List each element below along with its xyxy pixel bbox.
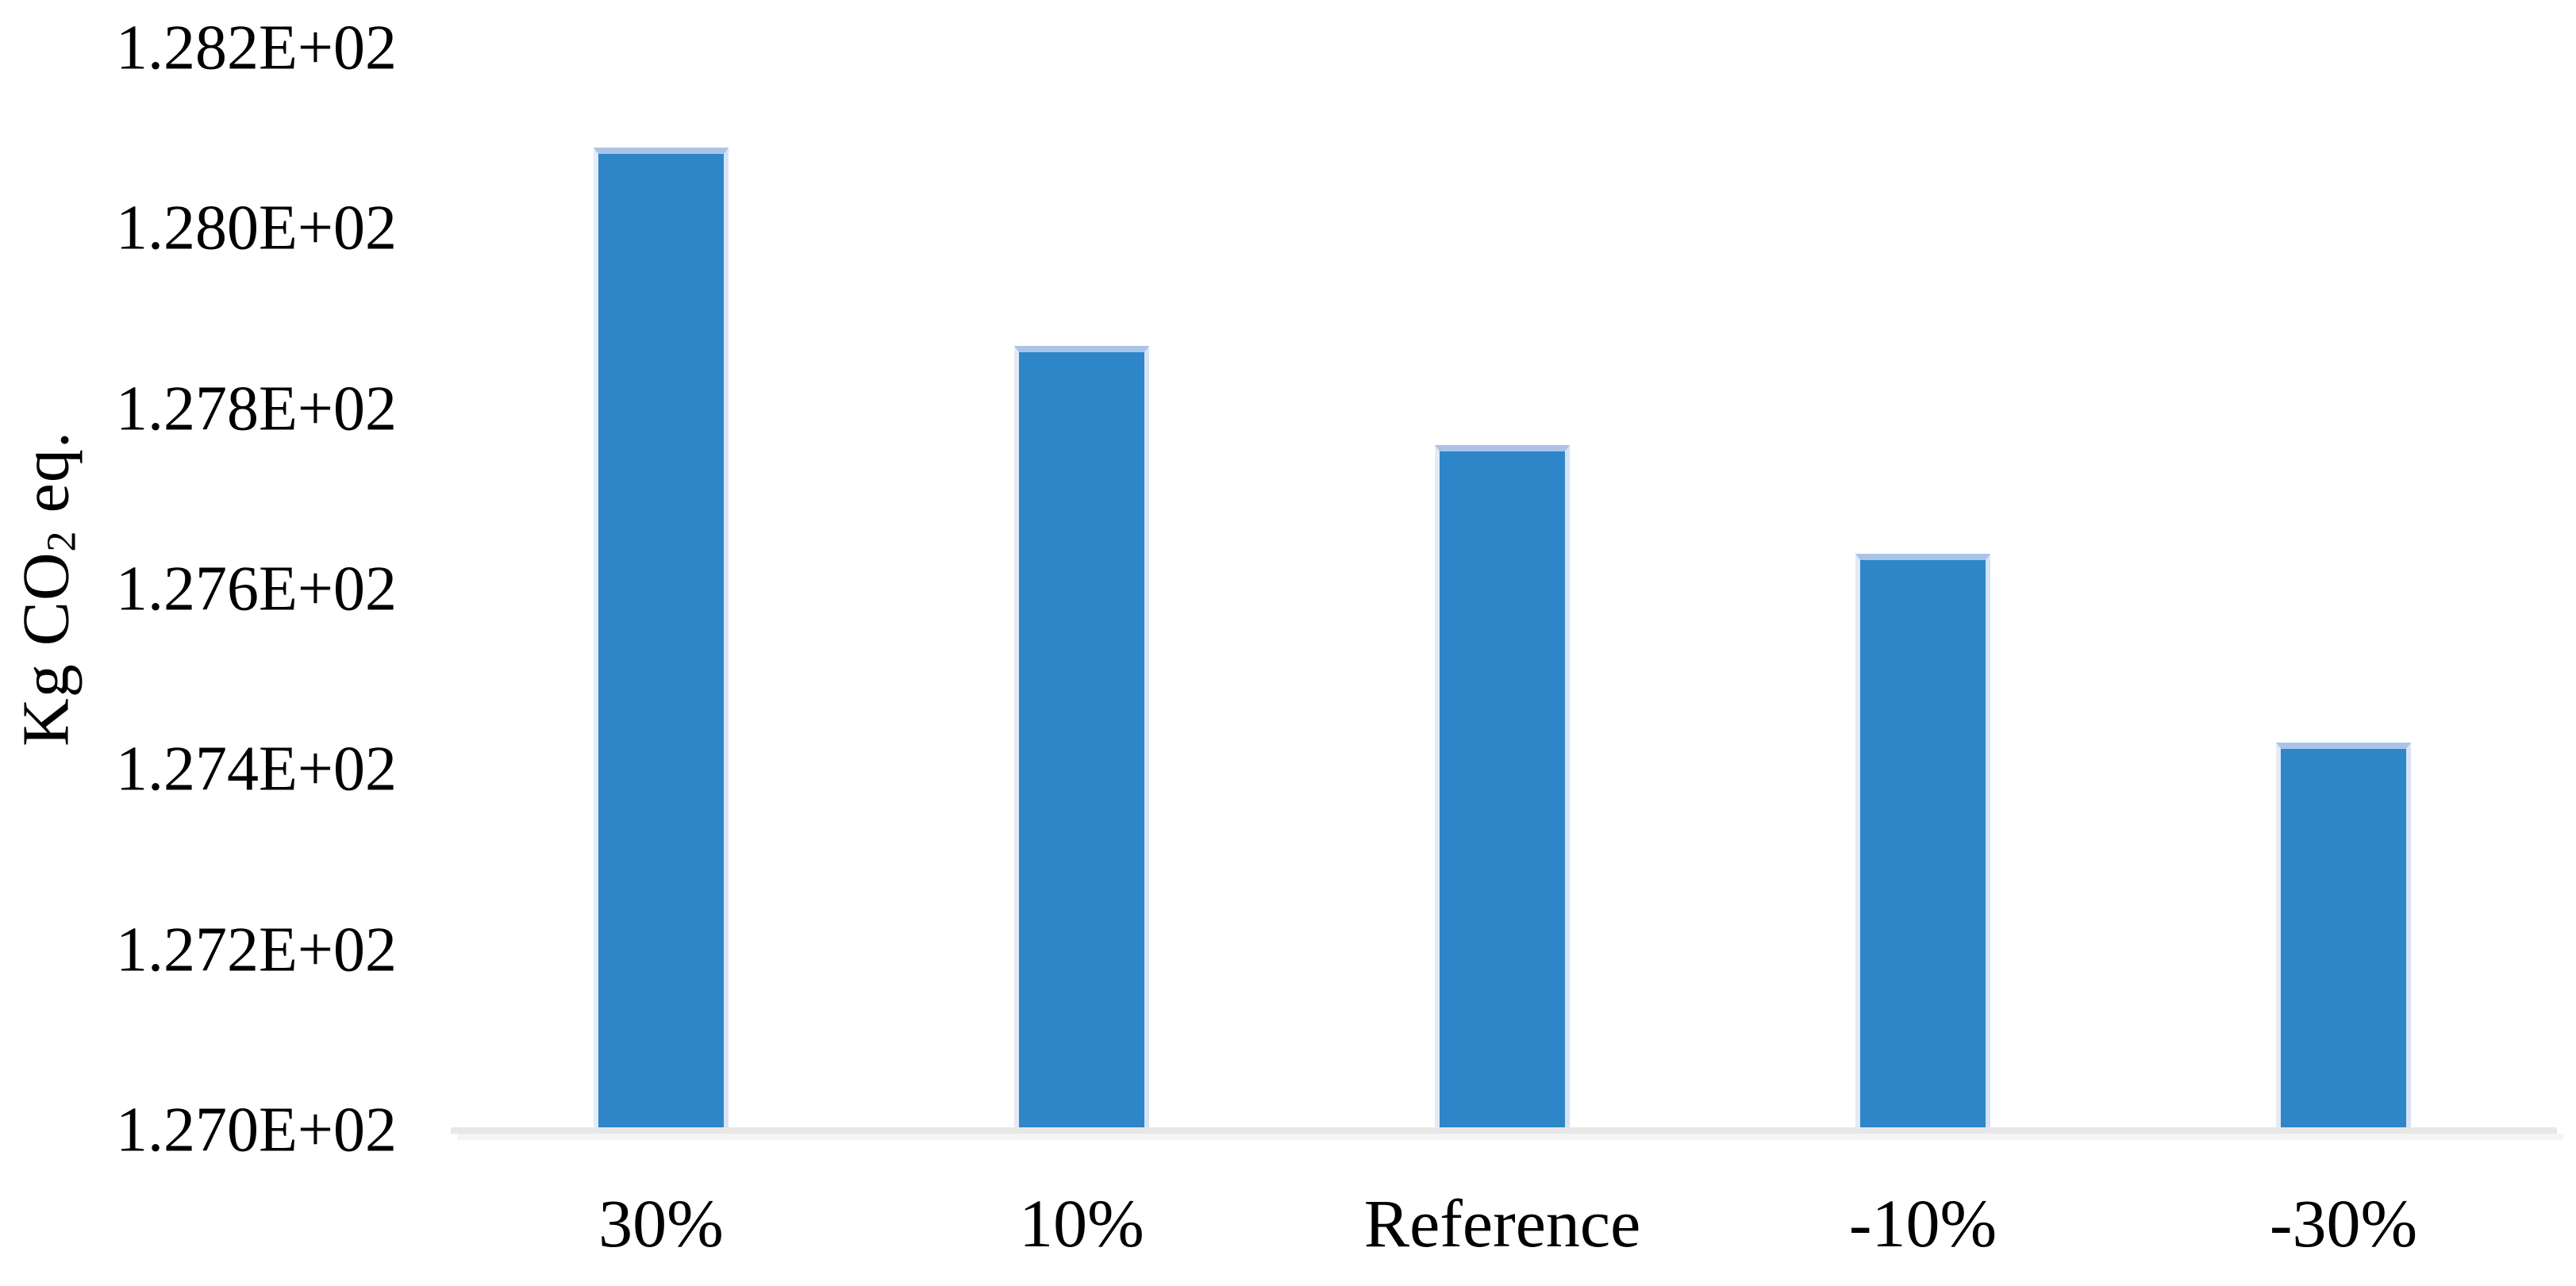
x-axis-category-label: 10% bbox=[1019, 1185, 1144, 1261]
x-axis-line bbox=[451, 1127, 2557, 1134]
y-axis-tick-label: 1.280E+02 bbox=[116, 193, 397, 263]
x-axis-category-label: -30% bbox=[2269, 1185, 2418, 1261]
y-axis-tick-label: 1.276E+02 bbox=[116, 554, 397, 624]
bar bbox=[1014, 346, 1149, 1131]
y-axis-tick-label: 1.278E+02 bbox=[116, 374, 397, 444]
y-axis-tick-label: 1.272E+02 bbox=[116, 915, 397, 985]
x-axis-category-label: Reference bbox=[1363, 1185, 1641, 1261]
y-axis-title-subscript: 2 bbox=[39, 530, 85, 552]
bar bbox=[594, 148, 729, 1131]
y-axis-title-suffix: eq. bbox=[9, 431, 83, 531]
y-axis-tick-label: 1.270E+02 bbox=[116, 1095, 397, 1165]
x-axis-category-label: 30% bbox=[598, 1185, 724, 1261]
bar bbox=[2276, 743, 2411, 1131]
y-axis-tick-label: 1.282E+02 bbox=[116, 13, 397, 83]
bar bbox=[1855, 554, 1990, 1131]
x-axis-category-label: -10% bbox=[1848, 1185, 1997, 1261]
plot-area bbox=[451, 48, 2554, 1131]
x-axis-line-shadow bbox=[457, 1134, 2563, 1140]
bar bbox=[1435, 445, 1570, 1131]
y-axis-tick-label: 1.274E+02 bbox=[116, 734, 397, 804]
